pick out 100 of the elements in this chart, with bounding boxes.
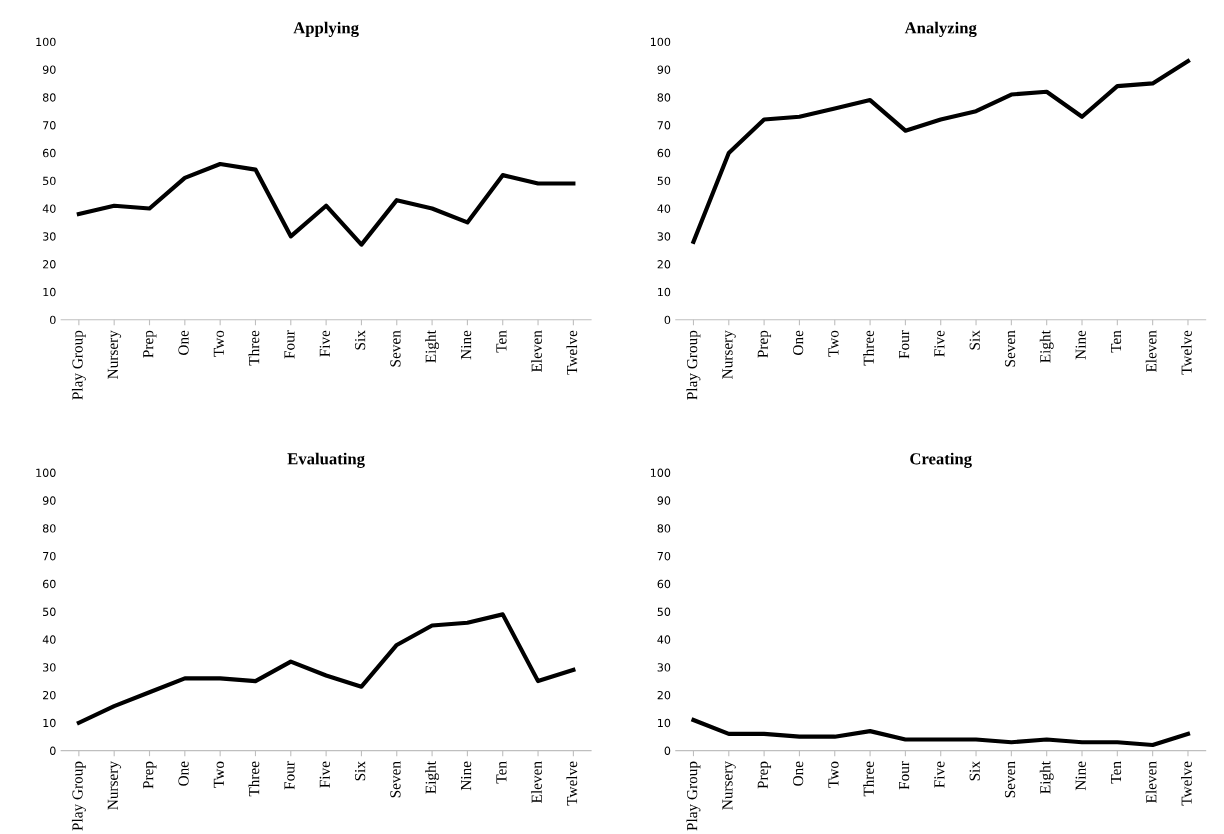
y-tick-label: 40 [657, 635, 671, 644]
x-tick-label: Eight [425, 330, 440, 363]
x-tick-label: Six [969, 761, 980, 781]
x-tick-label: Twelve [566, 761, 578, 806]
x-tick-label: Nursery [107, 330, 122, 379]
y-tick-label: 60 [657, 579, 671, 589]
y-tick-label: 30 [657, 232, 671, 241]
y-tick-label: 0 [50, 315, 56, 325]
y-tick-label: 0 [664, 315, 671, 325]
x-tick-label: Four [899, 761, 910, 790]
x-tick-label: Seven [1004, 330, 1016, 367]
x-tick-label: Three [248, 330, 260, 366]
x-tick-label: Ten [1111, 761, 1122, 784]
x-tick-label: Nursery [107, 761, 122, 810]
y-tick-label: 40 [42, 635, 56, 644]
x-tick-label: Five [319, 330, 330, 357]
y-tick-label: 10 [43, 718, 56, 728]
y-tick-label: 80 [657, 93, 671, 102]
y-tick-label: 90 [657, 65, 671, 74]
y-tick-label: 10 [658, 718, 671, 728]
y-tick-label: 70 [657, 121, 671, 130]
y-tick-label: 100 [650, 468, 671, 477]
x-tick-label: Five [934, 330, 945, 357]
x-tick-label: Eleven [531, 330, 542, 373]
x-tick-label: Eight [425, 761, 440, 794]
x-tick-label: Eight [1039, 330, 1054, 363]
y-tick-label: 50 [43, 176, 56, 186]
y-tick-label: 100 [36, 468, 56, 477]
x-tick-label: Play Group [686, 330, 701, 400]
y-tick-label: 30 [657, 663, 671, 672]
x-tick-label: Ten [1111, 330, 1122, 353]
y-tick-label: 0 [50, 746, 56, 755]
x-tick-label: Six [969, 330, 980, 350]
x-tick-label: Nine [1075, 761, 1086, 791]
x-tick-label: Prep [143, 330, 157, 358]
chart-title: Applying [293, 21, 359, 38]
y-tick-label: 80 [42, 93, 56, 102]
x-tick-label: Eight [1039, 761, 1054, 794]
y-tick-label: 90 [657, 496, 671, 505]
y-tick-label: 20 [43, 690, 56, 700]
y-tick-label: 80 [657, 524, 671, 533]
line-series [691, 59, 1191, 244]
x-tick-label: Play Group [71, 761, 86, 831]
y-tick-label: 60 [42, 579, 56, 589]
y-tick-label: 100 [650, 37, 671, 47]
x-tick-label: Nine [460, 330, 472, 360]
x-tick-label: Nursery [722, 330, 736, 379]
x-tick-label: Two [213, 761, 224, 788]
x-tick-label: Five [319, 761, 330, 788]
x-tick-label: Seven [390, 761, 401, 798]
x-tick-label: One [792, 761, 804, 786]
y-tick-label: 70 [43, 121, 56, 130]
line-series [76, 161, 576, 247]
y-tick-label: 60 [657, 148, 671, 158]
x-tick-label: Ten [496, 761, 507, 784]
y-tick-label: 90 [42, 65, 56, 74]
chart-title: Evaluating [287, 452, 365, 468]
x-tick-label: Three [863, 330, 874, 366]
y-tick-label: 0 [664, 746, 671, 755]
x-tick-label: Six [355, 761, 366, 781]
y-tick-label: 50 [43, 607, 56, 616]
x-tick-label: Four [284, 761, 295, 790]
y-tick-label: 40 [42, 204, 56, 213]
x-tick-label: Twelve [1181, 761, 1192, 806]
x-tick-label: Ten [496, 330, 507, 353]
x-tick-label: Two [828, 761, 839, 788]
y-tick-label: 30 [43, 663, 56, 672]
y-tick-label: 100 [36, 37, 56, 47]
x-tick-label: Three [248, 761, 260, 797]
x-tick-label: One [178, 330, 189, 355]
x-tick-label: Seven [390, 330, 401, 367]
y-tick-label: 60 [42, 148, 56, 158]
x-tick-label: Eleven [1145, 330, 1157, 373]
y-tick-label: 20 [43, 260, 56, 269]
x-tick-label: Four [899, 330, 910, 359]
x-tick-label: Twelve [566, 330, 578, 375]
x-tick-label: Twelve [1181, 330, 1192, 375]
line-series [76, 612, 576, 725]
x-tick-label: Nine [460, 761, 472, 791]
chart-title: Creating [910, 452, 972, 468]
x-tick-label: Nursery [722, 761, 736, 810]
x-tick-label: Prep [757, 761, 772, 789]
y-tick-label: 10 [43, 287, 56, 297]
x-tick-label: Nine [1075, 330, 1086, 360]
y-tick-label: 20 [657, 260, 671, 269]
y-tick-label: 20 [657, 690, 671, 700]
x-tick-label: Prep [143, 761, 157, 789]
x-tick-label: Seven [1004, 761, 1016, 798]
y-tick-label: 70 [43, 551, 56, 561]
x-tick-label: Two [828, 330, 839, 357]
x-tick-label: One [178, 761, 189, 786]
y-tick-label: 80 [42, 524, 56, 533]
y-tick-label: 30 [43, 232, 56, 241]
chart-title: Analyzing [904, 21, 977, 38]
x-tick-label: Five [934, 761, 945, 788]
y-tick-label: 40 [657, 204, 671, 213]
x-tick-label: Eleven [1145, 761, 1157, 803]
x-tick-label: Two [213, 330, 224, 357]
line-series [691, 717, 1191, 748]
x-tick-label: Three [863, 761, 874, 797]
